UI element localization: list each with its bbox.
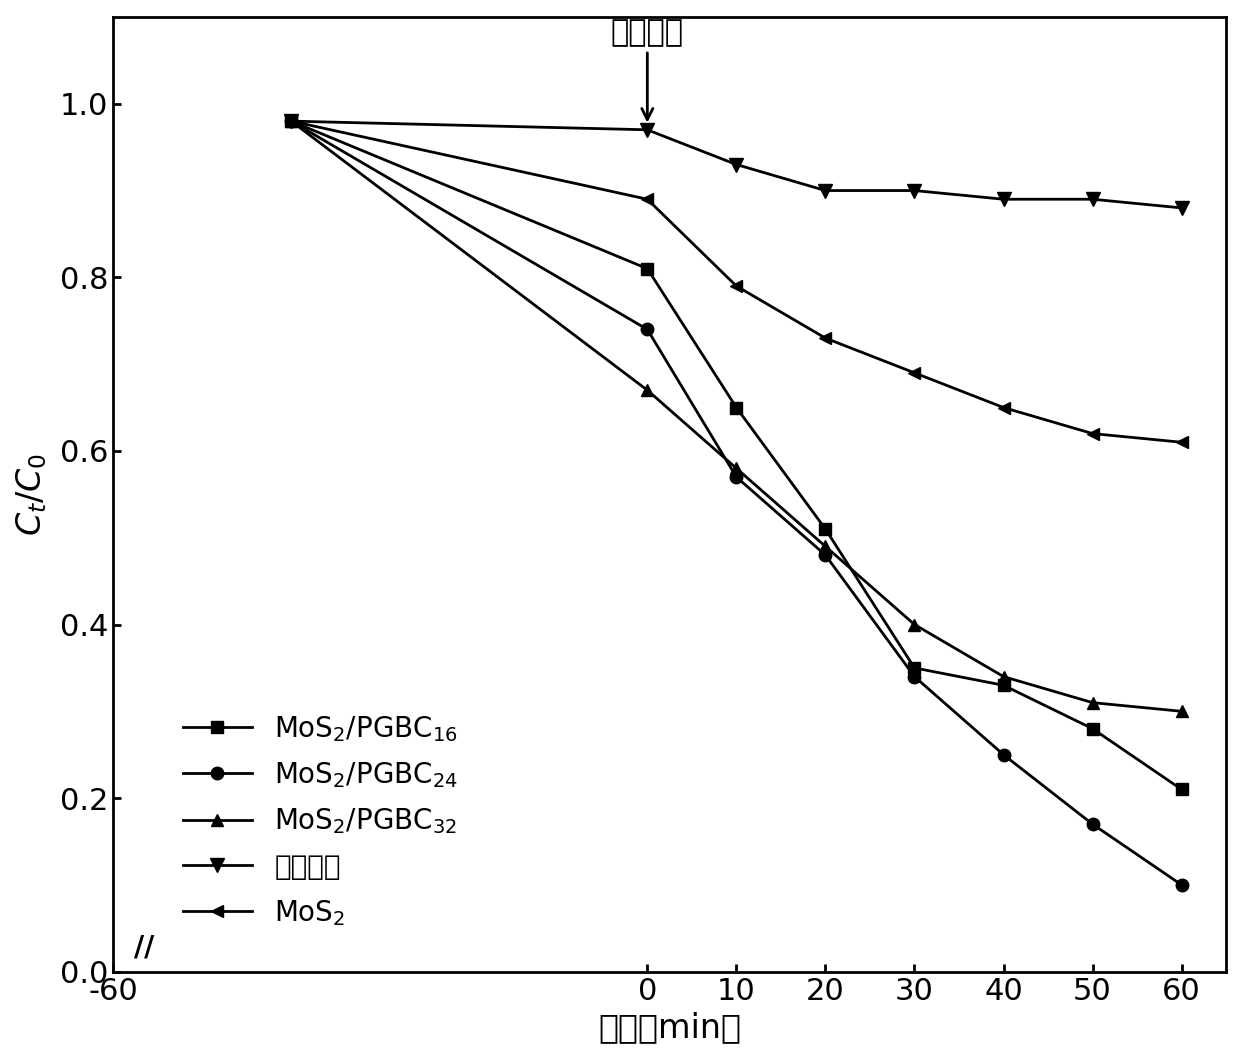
- MoS₂/PGBC₂₄: [729, 471, 744, 484]
- MoS₂: [284, 114, 299, 127]
- MoS₂/PGBC₂₄: [640, 323, 655, 335]
- MoS₂/PGBC₂₄: [284, 114, 299, 127]
- 空白实验: [906, 184, 921, 197]
- 空白实验: [996, 193, 1011, 205]
- MoS₂/PGBC₁₆: [818, 523, 833, 535]
- MoS₂/PGBC₃₂: [284, 114, 299, 127]
- 空白实验: [1174, 202, 1189, 215]
- 空白实验: [818, 184, 833, 197]
- MoS₂/PGBC₂₄: [1085, 818, 1100, 831]
- MoS₂: [996, 401, 1011, 414]
- MoS₂/PGBC₃₂: [729, 462, 744, 475]
- MoS₂/PGBC₃₂: [906, 618, 921, 631]
- 空白实验: [640, 124, 655, 136]
- MoS₂/PGBC₃₂: [818, 540, 833, 552]
- MoS₂: [1085, 427, 1100, 440]
- MoS₂/PGBC₁₆: [284, 114, 299, 127]
- Legend: MoS$_2$/PGBC$_{16}$, MoS$_2$/PGBC$_{24}$, MoS$_2$/PGBC$_{32}$, 空白实验, MoS$_2$: MoS$_2$/PGBC$_{16}$, MoS$_2$/PGBC$_{24}$…: [171, 703, 469, 938]
- MoS₂/PGBC₂₄: [906, 671, 921, 683]
- MoS₂/PGBC₁₆: [1174, 783, 1189, 796]
- MoS₂/PGBC₃₂: [996, 671, 1011, 683]
- MoS₂: [729, 279, 744, 292]
- 空白实验: [1085, 193, 1100, 205]
- MoS₂/PGBC₂₄: [996, 748, 1011, 761]
- MoS₂/PGBC₃₂: [1174, 705, 1189, 717]
- Line: 空白实验: 空白实验: [284, 114, 1188, 215]
- 空白实验: [284, 114, 299, 127]
- Text: //: //: [134, 933, 154, 962]
- X-axis label: 时间（min）: 时间（min）: [598, 1011, 742, 1044]
- MoS₂: [818, 332, 833, 345]
- MoS₂: [1174, 436, 1189, 449]
- Y-axis label: $C_t/C_0$: $C_t/C_0$: [14, 453, 48, 536]
- MoS₂/PGBC₂₄: [1174, 878, 1189, 891]
- Line: MoS₂/PGBC₁₆: MoS₂/PGBC₁₆: [285, 115, 1188, 796]
- Text: 开始光照: 开始光照: [611, 18, 683, 120]
- MoS₂/PGBC₁₆: [906, 661, 921, 674]
- MoS₂/PGBC₁₆: [729, 401, 744, 414]
- MoS₂/PGBC₂₄: [818, 549, 833, 562]
- MoS₂/PGBC₁₆: [1085, 723, 1100, 735]
- MoS₂/PGBC₁₆: [640, 262, 655, 275]
- MoS₂: [906, 366, 921, 379]
- MoS₂/PGBC₃₂: [1085, 696, 1100, 709]
- Line: MoS₂/PGBC₃₂: MoS₂/PGBC₃₂: [285, 115, 1188, 717]
- MoS₂/PGBC₃₂: [640, 384, 655, 397]
- MoS₂: [640, 193, 655, 205]
- Line: MoS₂/PGBC₂₄: MoS₂/PGBC₂₄: [285, 115, 1188, 891]
- MoS₂/PGBC₁₆: [996, 679, 1011, 692]
- Line: MoS₂: MoS₂: [285, 115, 1188, 449]
- 空白实验: [729, 158, 744, 170]
